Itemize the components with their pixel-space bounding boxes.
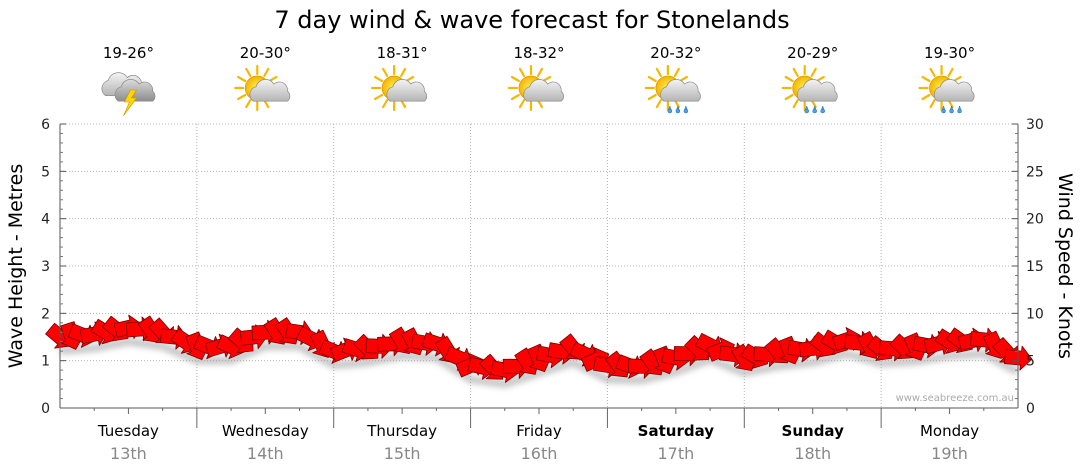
thunderstorm-icon — [101, 72, 156, 117]
day-name-label: Thursday — [366, 422, 437, 440]
wind-shadow-band — [59, 337, 1020, 389]
right-tick-label: 10 — [1026, 306, 1044, 322]
left-tick-label: 6 — [41, 117, 50, 133]
day-date-label: 19th — [931, 444, 968, 463]
chart-title: 7 day wind & wave forecast for Stoneland… — [274, 6, 789, 34]
day-temperature: 20-32° — [650, 44, 701, 62]
day-name-label: Sunday — [782, 422, 845, 440]
day-date-label: 16th — [521, 444, 558, 463]
left-y-ticks: 0 1 2 3 4 5 6 — [41, 117, 66, 417]
right-tick-label: 0 — [1026, 401, 1035, 417]
day-date-label: 17th — [657, 444, 694, 463]
day-date-label: 13th — [110, 444, 147, 463]
right-tick-label: 20 — [1026, 212, 1044, 228]
left-axis-label: Wave Height - Metres — [5, 164, 27, 368]
right-y-ticks: 0 5 10 15 20 25 30 — [1012, 117, 1044, 417]
day-name-label: Friday — [516, 422, 562, 440]
right-tick-label: 25 — [1026, 164, 1044, 180]
credit-text: www.seabreeze.com.au — [896, 393, 1014, 404]
day-temperature: 20-30° — [240, 44, 291, 62]
day-name-label: Monday — [920, 422, 979, 440]
day-temperature: 20-29° — [787, 44, 838, 62]
day-temperature: 18-32° — [513, 44, 564, 62]
partly-cloudy-icon — [234, 64, 291, 112]
day-date-label: 15th — [384, 444, 421, 463]
day-temperature: 19-26° — [103, 44, 154, 62]
left-tick-label: 5 — [41, 164, 50, 180]
day-name-label: Wednesday — [222, 422, 309, 440]
daily-temperatures: 19-26° 20-30° 18-31° 18-32° 20-32° 20-29° 19-3… — [103, 44, 975, 62]
right-axis-label: Wind Speed - Knots — [1054, 173, 1076, 359]
day-temperature: 19-30° — [924, 44, 975, 62]
left-tick-label: 1 — [41, 354, 50, 370]
day-date-label: 14th — [247, 444, 284, 463]
right-tick-label: 15 — [1026, 259, 1044, 275]
wind-arrows — [45, 314, 1033, 383]
partly-cloudy-icon — [507, 64, 564, 112]
left-tick-label: 3 — [41, 259, 50, 275]
left-tick-label: 0 — [41, 401, 50, 417]
sun-showers-icon — [644, 64, 701, 114]
left-tick-label: 4 — [41, 212, 50, 228]
day-labels: Tuesday 13th Wednesday 14th Thursday 15th Frid… — [97, 422, 979, 463]
partly-cloudy-icon — [371, 64, 428, 112]
day-temperature: 18-31° — [377, 44, 428, 62]
wind-shadow — [59, 337, 1020, 389]
x-day-ticks — [93, 408, 985, 428]
day-date-label: 18th — [794, 444, 831, 463]
left-tick-label: 2 — [41, 306, 50, 322]
day-name-label: Tuesday — [97, 422, 159, 440]
sun-showers-icon — [781, 64, 838, 114]
right-tick-label: 5 — [1026, 354, 1035, 370]
day-name-label: Saturday — [638, 422, 715, 440]
right-tick-label: 30 — [1026, 117, 1044, 133]
weather-icons — [101, 64, 975, 117]
sun-showers-icon — [918, 64, 975, 114]
